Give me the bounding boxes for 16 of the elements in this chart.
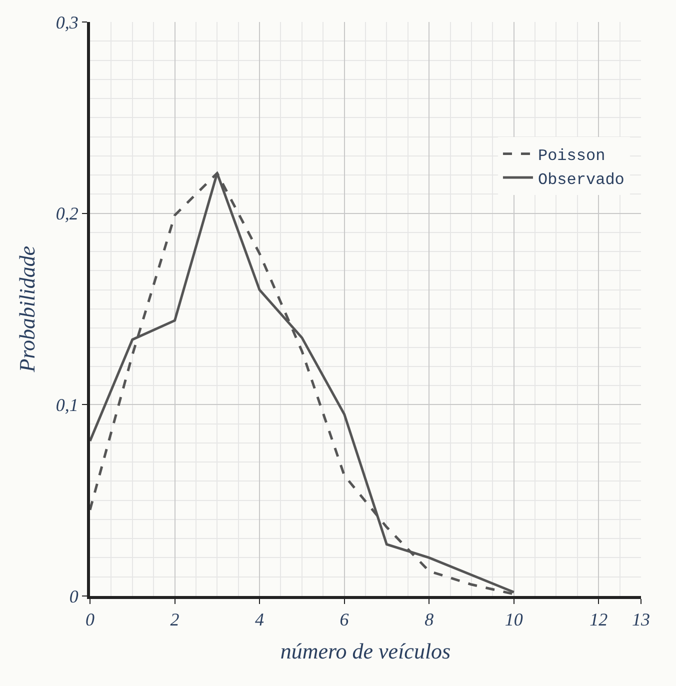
legend-label: Observado	[538, 170, 624, 189]
x-tick-label: 4	[255, 610, 264, 630]
x-tick-label: 13	[632, 610, 650, 630]
x-tick-label: 10	[504, 610, 523, 630]
legend-label: Poisson	[538, 146, 606, 165]
x-tick-label: 0	[86, 610, 94, 630]
y-tick-label: 0	[69, 586, 78, 606]
x-tick-label: 2	[170, 610, 180, 630]
y-tick-label: 0,2	[56, 204, 78, 224]
x-tick-label: 6	[340, 610, 349, 630]
x-tick-label: 8	[424, 610, 434, 630]
y-axis-title: Probabilidade	[14, 246, 40, 374]
y-tick-label: 0,3	[56, 12, 78, 32]
x-axis-title: número de veículos	[280, 638, 451, 664]
x-tick-label: 12	[590, 610, 608, 630]
y-tick-label: 0,1	[56, 394, 78, 415]
